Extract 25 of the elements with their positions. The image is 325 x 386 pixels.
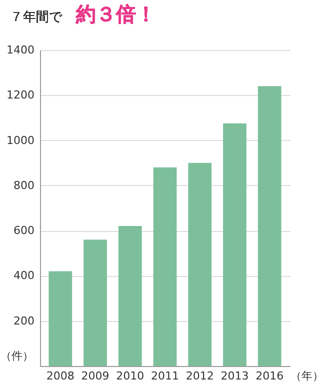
bar <box>118 226 142 366</box>
bar <box>84 240 107 366</box>
y-tick-label: 1400 <box>6 44 34 56</box>
bar <box>48 271 72 366</box>
y-tick-label: 800 <box>14 178 34 192</box>
x-tick-label: 2013 <box>220 370 249 382</box>
y-tick-label: 600 <box>14 224 34 238</box>
x-tick-label: 2011 <box>151 370 179 382</box>
x-tick-label: 2016 <box>256 370 284 382</box>
x-tick-label: 2009 <box>81 370 110 382</box>
bar <box>188 162 212 366</box>
x-tick-label: 2010 <box>116 370 144 382</box>
bar <box>258 86 282 366</box>
chart-subtitle: 約３倍！ <box>75 2 156 26</box>
x-tick-label: 2012 <box>186 370 214 382</box>
y-axis-title: （件） <box>0 350 34 362</box>
y-tick-label: 400 <box>14 269 34 282</box>
y-tick-label: 1000 <box>6 134 34 147</box>
x-axis-title: （年） <box>290 370 324 382</box>
y-tick-label: 1200 <box>6 88 34 102</box>
bar <box>153 167 177 366</box>
bar <box>223 123 246 366</box>
x-tick-label: 2008 <box>46 370 74 382</box>
y-tick-label: 200 <box>14 314 34 328</box>
chart-title: ７年間で <box>10 10 63 25</box>
